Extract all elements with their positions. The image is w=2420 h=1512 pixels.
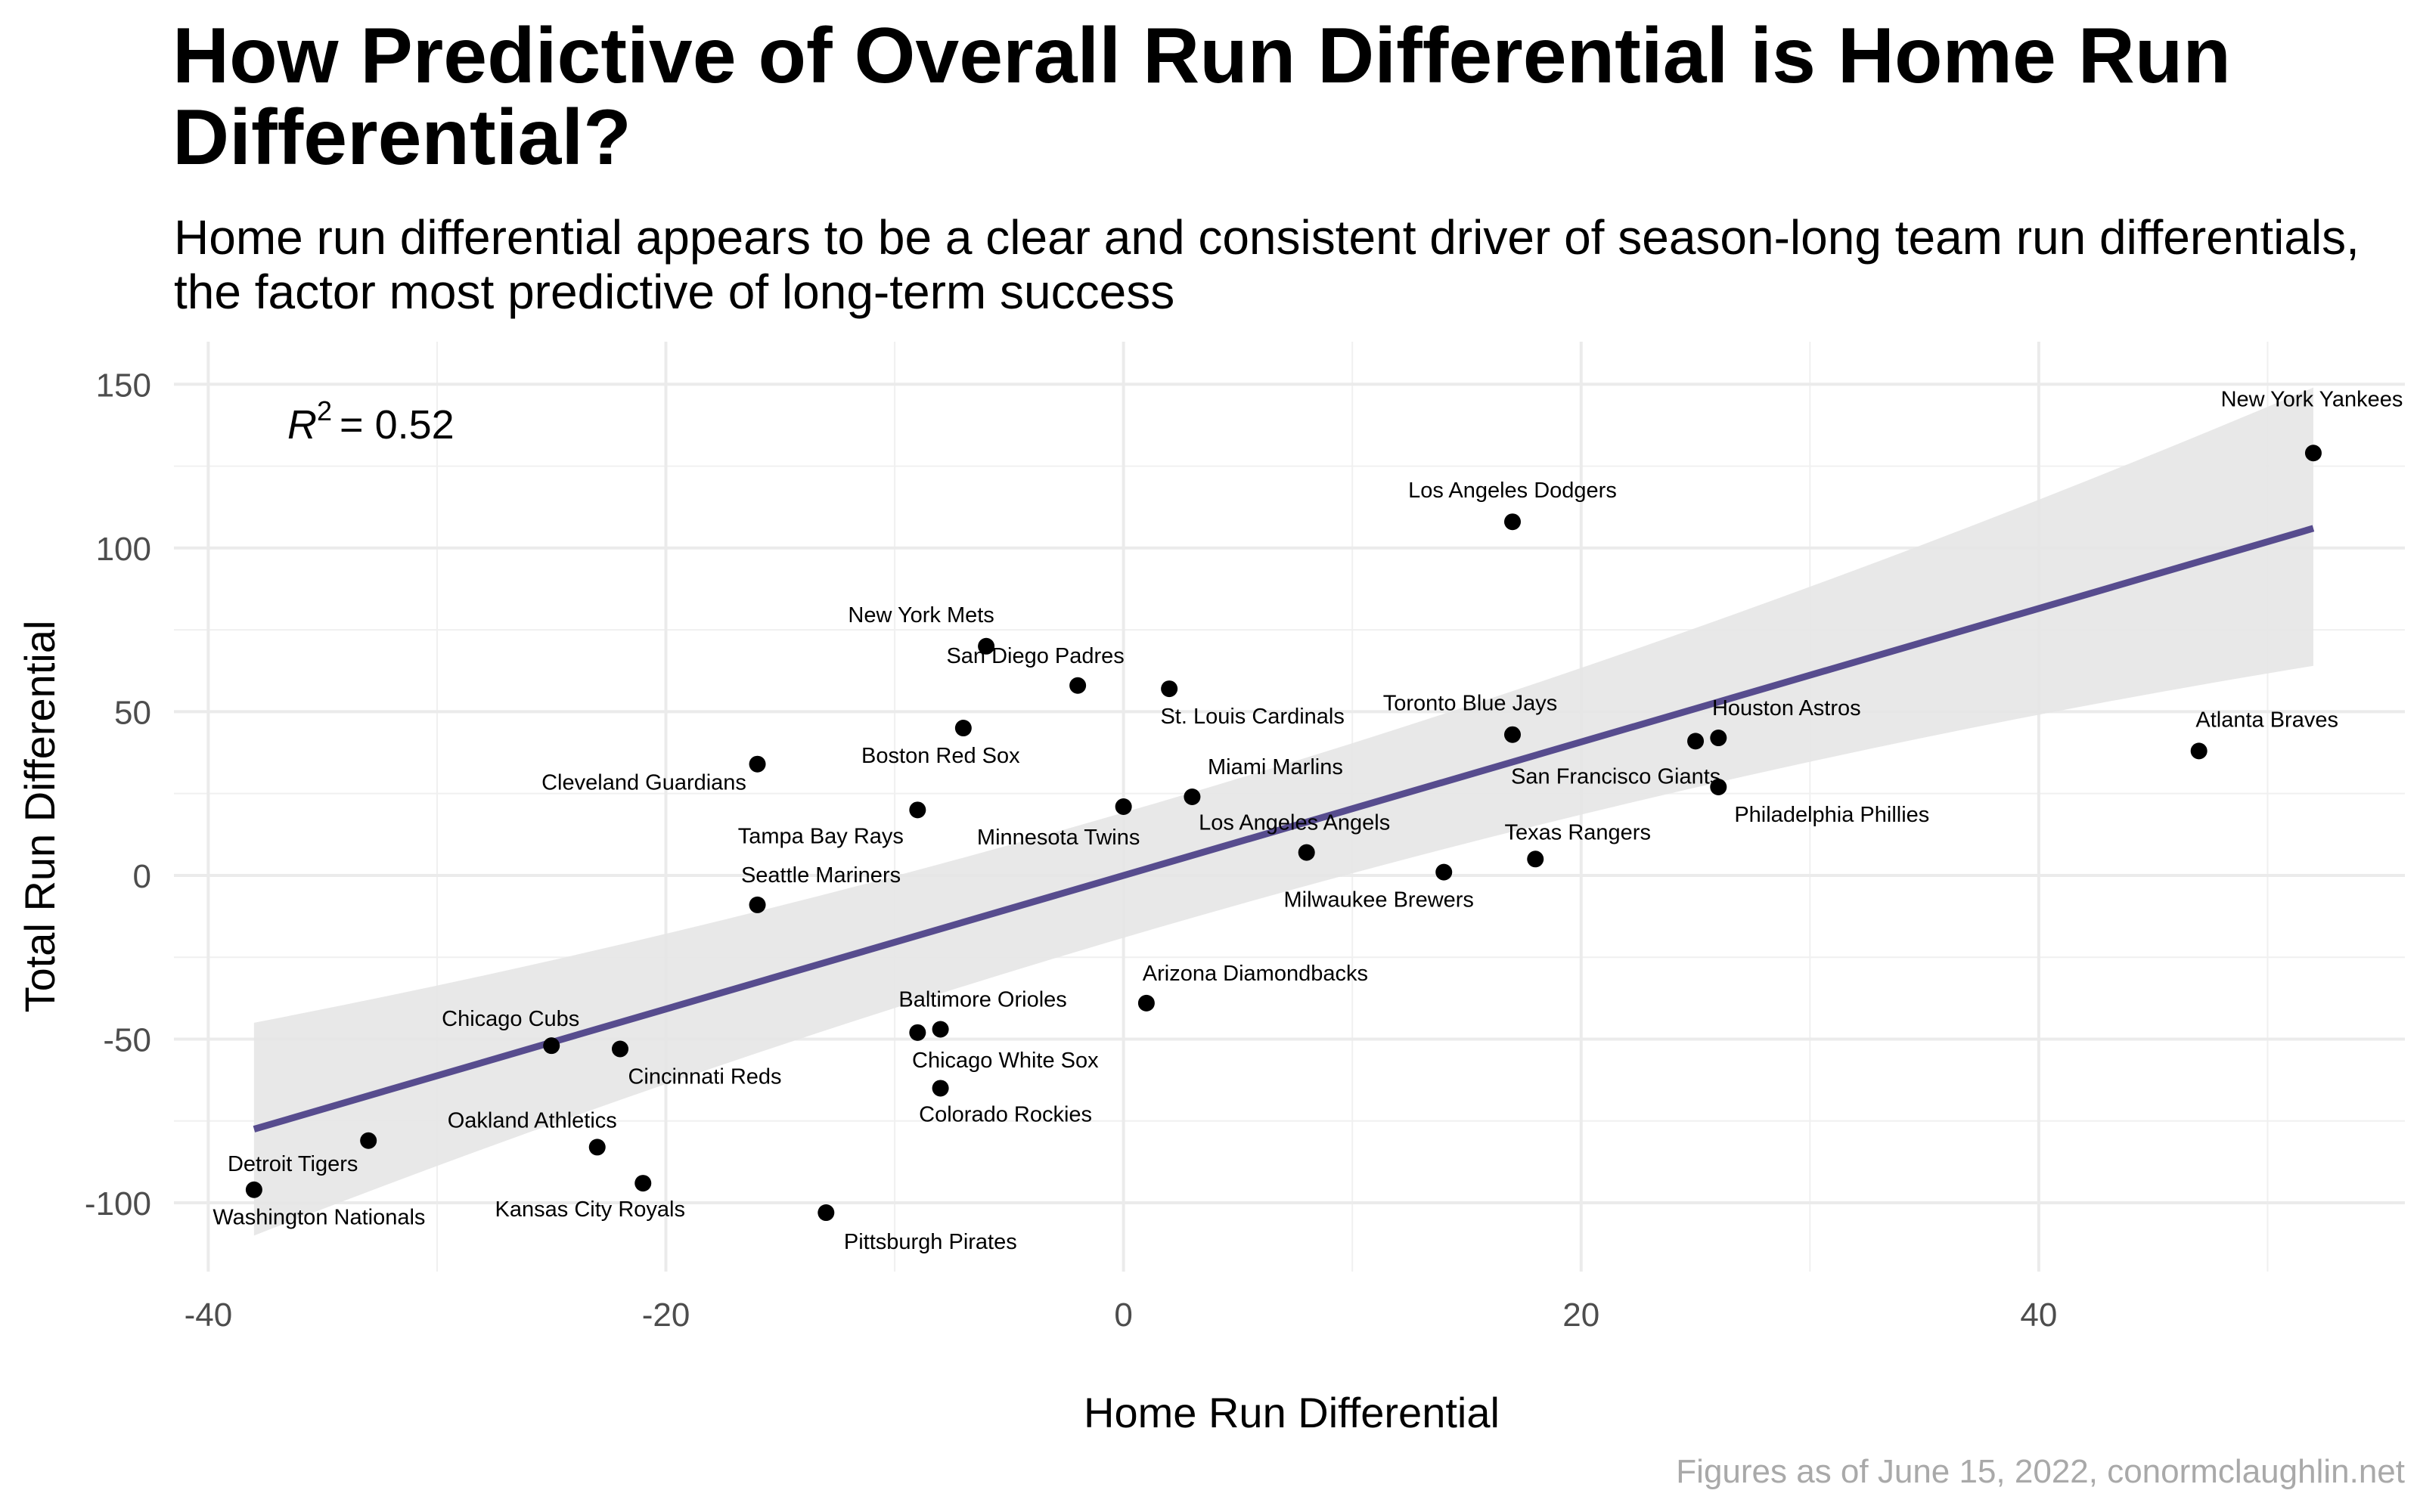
trend-line — [253, 525, 2315, 1132]
data-point — [1298, 844, 1315, 861]
point-label: Chicago White Sox — [912, 1049, 1099, 1073]
x-tick-label: 20 — [1562, 1297, 1599, 1334]
point-label: Baltimore Orioles — [898, 988, 1066, 1012]
x-tick-label: -20 — [642, 1297, 690, 1334]
r-squared-exponent: 2 — [317, 395, 332, 426]
r-squared-symbol: R — [287, 402, 317, 448]
y-axis-title: Total Run Differential — [16, 621, 64, 1013]
data-point — [2190, 742, 2207, 760]
point-label: Kansas City Royals — [495, 1198, 685, 1222]
point-label: Tampa Bay Rays — [738, 824, 904, 848]
x-tick-label: 0 — [1114, 1297, 1132, 1334]
point-label: San Francisco Giants — [1511, 764, 1720, 789]
point-label: Colorado Rockies — [919, 1102, 1092, 1126]
data-point — [1504, 726, 1521, 743]
data-point — [954, 720, 972, 737]
point-label: Chicago Cubs — [442, 1007, 579, 1031]
point-label: Milwaukee Brewers — [1284, 888, 1474, 912]
trend-line-layer — [253, 525, 2315, 1132]
data-point — [1184, 789, 1201, 806]
data-point — [1504, 513, 1521, 531]
confidence-band-layer — [253, 387, 2313, 1236]
y-tick-label: 0 — [133, 858, 151, 895]
x-tick-label: 40 — [2020, 1297, 2057, 1334]
data-point — [1137, 994, 1155, 1012]
point-label: Detroit Tigers — [228, 1152, 358, 1176]
y-tick-label: 100 — [96, 531, 151, 568]
y-tick-label: -100 — [85, 1185, 151, 1222]
tick-labels-layer: -40 -20 0 20 40 -100 -50 0 50 100 150 — [85, 367, 2057, 1334]
data-point — [2304, 445, 2322, 462]
point-label: Pittsburgh Pirates — [844, 1230, 1017, 1254]
chart-subtitle: Home run differential appears to be a cl… — [174, 210, 2360, 319]
data-point — [1710, 779, 1727, 796]
data-point — [245, 1181, 262, 1198]
point-label: Oakland Athletics — [448, 1108, 617, 1132]
point-label: St. Louis Cardinals — [1160, 705, 1344, 729]
data-point — [909, 801, 926, 819]
point-label: Toronto Blue Jays — [1383, 692, 1558, 716]
point-labels-layer: New York Yankees Los Angeles Dodgers New Y… — [213, 387, 2403, 1254]
data-point — [932, 1080, 949, 1097]
point-label: Boston Red Sox — [861, 744, 1020, 768]
data-point — [749, 755, 766, 773]
point-label: Washington Nationals — [213, 1206, 425, 1230]
data-point — [1687, 733, 1705, 750]
point-label: Atlanta Braves — [2195, 708, 2338, 732]
point-label: Miami Marlins — [1208, 755, 1343, 779]
data-point — [818, 1204, 835, 1222]
point-label: Arizona Diamondbacks — [1143, 962, 1368, 986]
data-point — [612, 1040, 628, 1058]
point-label: Los Angeles Angels — [1199, 811, 1390, 835]
data-point — [543, 1037, 560, 1055]
data-point — [749, 896, 766, 913]
data-point — [978, 637, 995, 655]
point-label: Houston Astros — [1712, 696, 1861, 720]
data-point — [909, 1024, 926, 1041]
data-point — [1710, 730, 1727, 747]
point-label: Los Angeles Dodgers — [1408, 479, 1617, 503]
point-label: Minnesota Twins — [977, 826, 1140, 850]
point-label: Philadelphia Phillies — [1734, 803, 1929, 827]
data-point — [360, 1132, 377, 1149]
data-point — [1115, 798, 1132, 815]
y-tick-label: -50 — [103, 1022, 151, 1059]
points-layer — [245, 445, 2322, 1222]
x-tick-label: -40 — [185, 1297, 233, 1334]
y-tick-label: 50 — [114, 694, 151, 731]
chart-caption: Figures as of June 15, 2022, conormclaug… — [1676, 1453, 2405, 1490]
point-label: Cleveland Guardians — [541, 771, 746, 795]
point-label: Cincinnati Reds — [628, 1064, 781, 1089]
data-point — [1527, 850, 1544, 868]
point-label: New York Mets — [848, 603, 994, 627]
point-label: New York Yankees — [2221, 387, 2403, 411]
point-label: Texas Rangers — [1505, 820, 1651, 844]
data-point — [1069, 677, 1087, 694]
chart-title: How Predictive of Overall Run Differenti… — [172, 12, 2231, 181]
data-point — [1435, 863, 1453, 881]
r-squared-value: = 0.52 — [340, 402, 455, 448]
data-point — [932, 1021, 949, 1038]
data-point — [634, 1175, 652, 1192]
confidence-band — [253, 387, 2313, 1236]
point-label: San Diego Padres — [946, 644, 1124, 668]
r-squared-annotation: R2 = 0.52 — [287, 395, 455, 448]
data-point — [1161, 680, 1178, 698]
y-tick-label: 150 — [96, 367, 151, 404]
data-point — [588, 1139, 606, 1156]
point-label: Seattle Mariners — [741, 863, 901, 888]
x-axis-title: Home Run Differential — [1084, 1389, 1500, 1436]
